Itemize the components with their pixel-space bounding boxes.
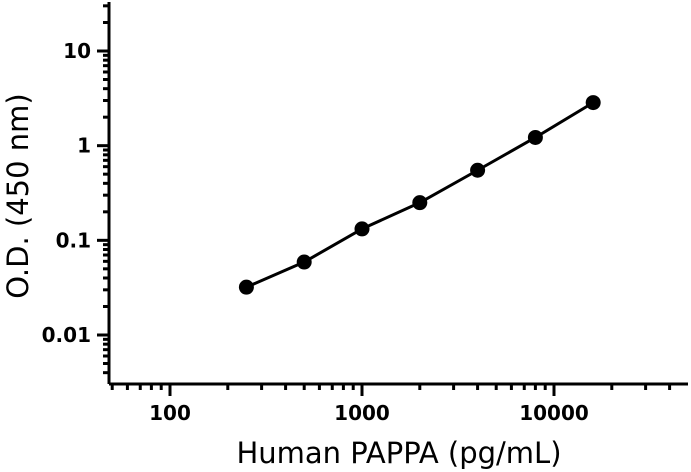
x-tick-label: 1000 (334, 401, 390, 425)
y-axis-title: O.D. (450 nm) (1, 93, 35, 298)
y-tick-label: 1 (77, 134, 91, 158)
x-axis: 100 1000 10000 (109, 382, 688, 425)
y-axis: 0.01 0.1 1 10 (42, 2, 111, 384)
data-point (412, 195, 428, 211)
y-tick-label: 10 (63, 39, 91, 63)
x-axis-ticks (110, 384, 672, 396)
x-axis-title: Human PAPPA (pg/mL) (236, 436, 561, 470)
data-point (238, 279, 254, 295)
x-axis-tick-labels: 100 1000 10000 (149, 401, 589, 425)
data-point (296, 254, 312, 270)
y-tick-label: 0.01 (42, 323, 91, 347)
data-point (470, 162, 486, 178)
y-axis-ticks (97, 4, 109, 375)
y-tick-label: 0.1 (56, 228, 91, 252)
x-tick-label: 10000 (519, 401, 589, 425)
y-axis-tick-labels: 0.01 0.1 1 10 (42, 39, 91, 347)
data-point (585, 95, 601, 111)
data-series (238, 95, 601, 295)
data-point (527, 129, 543, 145)
x-tick-label: 100 (149, 401, 191, 425)
data-point (354, 221, 370, 237)
